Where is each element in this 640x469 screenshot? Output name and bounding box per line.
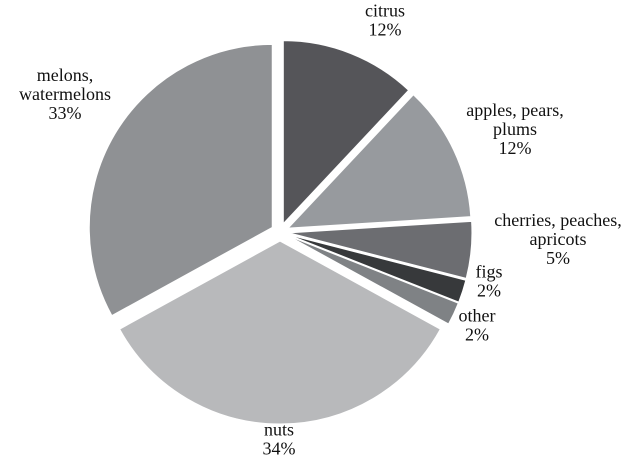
slice-label-citrus: citrus 12% (365, 1, 405, 40)
slice-name-apples-pears-plums: plums (493, 119, 537, 139)
slice-apples-pears-plums (286, 94, 472, 229)
slice-citrus (282, 40, 410, 225)
labels-layer: citrus 12%apples, pears, plums 12%cherries,… (19, 1, 622, 459)
slice-label-nuts: nuts 34% (263, 420, 296, 459)
slice-nuts (118, 240, 442, 425)
slice-melons-watermelons (88, 43, 273, 317)
slice-name-nuts: nuts (264, 420, 294, 440)
slice-label-apples-pears-plums: apples, pears, plums 12% (466, 100, 563, 158)
slice-percent-melons-watermelons: 33% (49, 103, 82, 123)
slice-other (287, 235, 459, 325)
slice-name-figs: figs (476, 262, 503, 282)
slice-name-apples-pears-plums: apples, pears, (466, 100, 563, 120)
slice-percent-citrus: 12% (369, 20, 402, 40)
slice-percent-cherries-peaches-apricots: 5% (546, 248, 570, 268)
slice-label-other: other 2% (459, 306, 496, 345)
slice-cherries-peaches-apricots (288, 220, 473, 279)
slice-name-cherries-peaches-apricots: apricots (530, 229, 587, 249)
slice-name-melons-watermelons: melons, (37, 65, 94, 85)
slice-label-cherries-peaches-apricots: cherries, peaches, apricots 5% (494, 210, 621, 268)
slice-percent-apples-pears-plums: 12% (499, 138, 532, 158)
slice-name-other: other (459, 306, 496, 326)
slice-percent-other: 2% (465, 325, 489, 345)
slice-percent-nuts: 34% (263, 439, 296, 459)
slice-figs (288, 234, 467, 303)
slices-layer (88, 40, 473, 425)
slice-name-melons-watermelons: watermelons (19, 84, 111, 104)
slice-percent-figs: 2% (477, 281, 501, 301)
slice-name-cherries-peaches-apricots: cherries, peaches, (494, 210, 621, 230)
slice-label-figs: figs 2% (476, 262, 503, 301)
slice-name-citrus: citrus (365, 1, 405, 21)
slice-label-melons-watermelons: melons, watermelons 33% (19, 65, 111, 123)
